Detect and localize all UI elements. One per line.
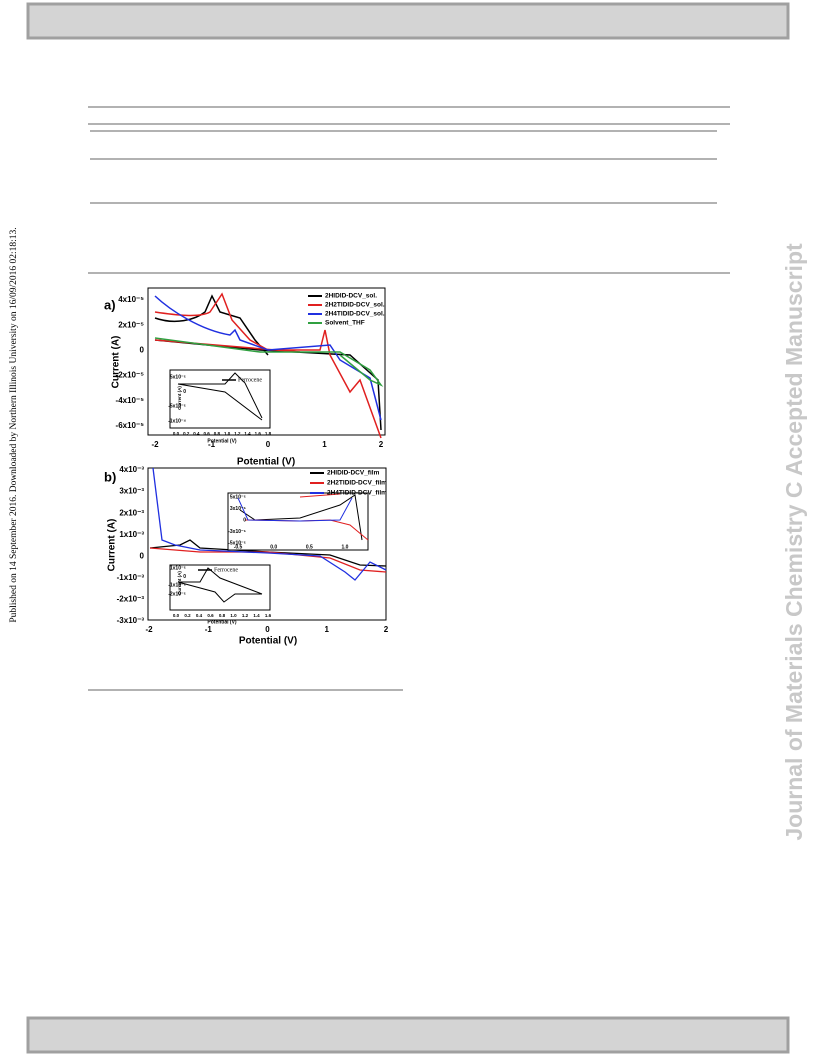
panel-label: a): [104, 297, 116, 312]
y-tick-label: -3x10⁻⁵: [228, 529, 246, 535]
y-tick-label: -5x10⁻⁵: [228, 540, 246, 546]
y-tick-label: -6x10⁻⁵: [116, 421, 145, 430]
y-tick-label: 0: [183, 389, 186, 395]
y-tick-label: 3x10⁻³: [119, 487, 144, 496]
y-tick-label: 0: [243, 517, 246, 523]
inset-frame: [169, 564, 271, 611]
panel-b-plot: [147, 467, 387, 621]
x-axis-label: Potential (V): [207, 619, 237, 625]
x-tick-label: 0.5: [306, 544, 313, 550]
curve: [154, 295, 382, 421]
x-axis-label: Potential (V): [239, 636, 297, 647]
x-tick-label: 1.0: [230, 613, 237, 618]
y-tick-label: 2x10⁻³: [119, 508, 144, 517]
x-tick-label: 0.2: [183, 431, 190, 436]
y-tick-label: -1x10⁻⁵: [168, 583, 186, 589]
x-tick-label: 1.2: [242, 613, 249, 618]
y-axis-label: Current (A): [111, 336, 122, 389]
zoom-curve: [239, 494, 363, 541]
y-tick-label: 0: [140, 346, 145, 355]
x-tick-label: 0.2: [184, 613, 191, 618]
y-tick-label: 2x10⁻⁵: [118, 320, 144, 329]
x-axis-label: Potential (V): [207, 438, 237, 444]
curve: [154, 337, 384, 387]
header-bar: [26, 2, 790, 40]
panel-a-plot: [147, 287, 386, 439]
y-tick-label: -1x10⁻³: [117, 573, 145, 582]
zoom-curve: [237, 497, 353, 522]
watermark: Journal of Materials Chemistry C Accepte…: [781, 243, 807, 841]
zoom-inset-frame: [227, 492, 369, 551]
x-tick-label: 0.0: [173, 613, 180, 618]
x-tick-label: 1.0: [224, 431, 231, 436]
x-tick-label: 0.4: [196, 613, 203, 618]
y-tick-label: 0: [140, 551, 145, 560]
x-tick-label: 0.6: [204, 431, 211, 436]
panel-label: b): [104, 469, 116, 484]
y-axis-label: Current (A): [177, 386, 182, 410]
inset-curve: [177, 372, 263, 421]
legend-label: 2H2TIDID-DCV_sol.: [325, 302, 385, 309]
x-tick-label: -2: [151, 440, 159, 449]
y-tick-label: 1x10⁻⁵: [170, 565, 187, 571]
x-tick-label: 2: [384, 625, 389, 634]
y-tick-label: 3x10⁻⁵: [230, 506, 247, 512]
y-tick-label: -3x10⁻³: [117, 616, 145, 625]
axes-frame: [147, 467, 387, 621]
y-axis-label: Current (A): [107, 519, 118, 572]
x-tick-label: 1.6: [255, 431, 262, 436]
x-tick-label: -1: [205, 625, 213, 634]
x-tick-label: 1: [322, 440, 327, 449]
x-tick-label: 1.6: [265, 613, 272, 618]
legend-label: Solvent_THF: [325, 320, 365, 327]
legend-label: Ferrocene: [214, 567, 238, 573]
x-tick-label: -0.5: [234, 544, 243, 550]
x-tick-label: 2: [379, 440, 384, 449]
x-tick-label: 1: [325, 625, 330, 634]
x-tick-label: 0.0: [173, 431, 180, 436]
y-tick-label: -1x10⁻⁴: [168, 418, 186, 424]
x-tick-label: -2: [145, 625, 153, 634]
y-tick-label: -5x10⁻⁵: [168, 404, 186, 410]
y-tick-label: 1x10⁻³: [119, 530, 144, 539]
legend-label: 2HIDID-DCV_sol.: [325, 293, 377, 300]
x-tick-label: 1.8: [265, 431, 272, 436]
y-tick-label: 5x10⁻⁵: [170, 374, 187, 380]
y-tick-label: 0: [183, 574, 186, 580]
x-tick-label: 0: [265, 625, 270, 634]
legend-label: Ferrocene: [238, 377, 262, 383]
x-tick-label: 0.8: [219, 613, 226, 618]
inset-curve: [177, 567, 263, 603]
curve: [152, 467, 387, 581]
side-text: Published on 14 September 2016. Download…: [9, 227, 19, 622]
table-rules: [88, 106, 730, 691]
legend-label: 2H2TIDID-DCV_film: [327, 480, 387, 487]
legend-label: 2H4TIDID-DCV_sol.: [325, 311, 385, 318]
x-tick-label: 0.8: [214, 431, 221, 436]
y-axis-label: Current (A): [177, 571, 182, 595]
footer-bar: [26, 1016, 790, 1054]
x-tick-label: 0.4: [193, 431, 200, 436]
legend-label: 2H4TIDID-DCV_film: [327, 490, 387, 497]
x-tick-label: 1.4: [244, 431, 251, 436]
x-tick-label: 1.0: [342, 544, 349, 550]
x-tick-label: 0.0: [270, 544, 277, 550]
y-tick-label: -2x10⁻³: [117, 595, 145, 604]
x-tick-label: 1.2: [234, 431, 241, 436]
y-tick-label: 4x10⁻⁵: [118, 295, 144, 304]
x-tick-label: 1.4: [253, 613, 260, 618]
y-tick-label: 5x10⁻⁵: [230, 494, 247, 500]
legend-label: 2HIDID-DCV_film: [327, 470, 380, 477]
x-axis-label: Potential (V): [237, 457, 295, 468]
x-tick-label: -1: [208, 440, 216, 449]
x-tick-label: 0.6: [207, 613, 214, 618]
y-tick-label: -2x10⁻⁵: [168, 591, 186, 597]
axes-frame: [147, 287, 386, 436]
x-tick-label: 0: [266, 440, 271, 449]
inset-frame: [169, 369, 271, 429]
y-tick-label: 4x10⁻³: [119, 465, 144, 474]
y-tick-label: -2x10⁻⁵: [116, 371, 145, 380]
y-tick-label: -4x10⁻⁵: [116, 396, 145, 405]
